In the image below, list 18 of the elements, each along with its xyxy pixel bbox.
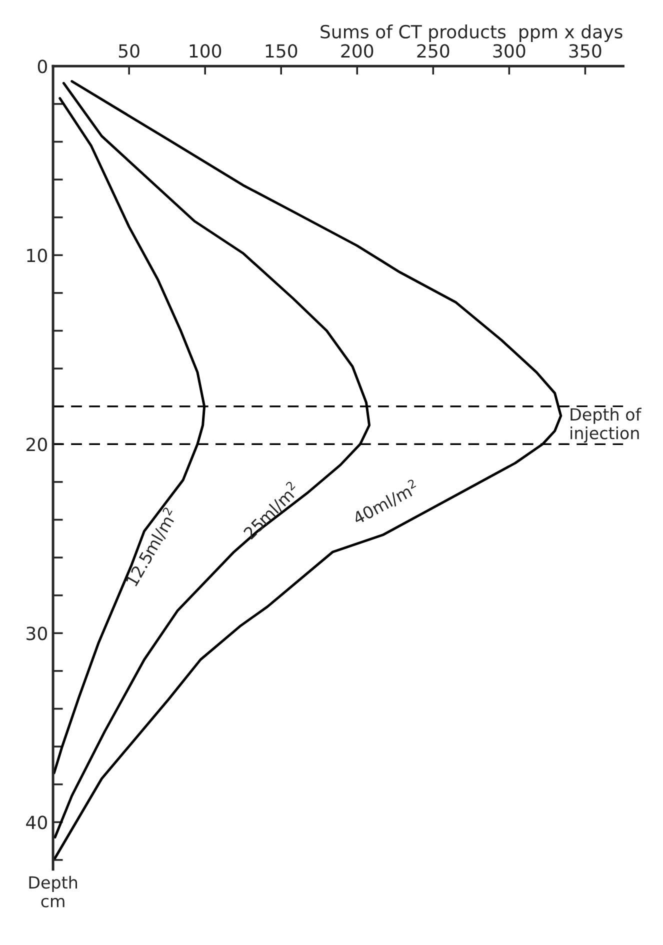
x-tick-label: 350	[569, 44, 602, 58]
x-tick-label: 50	[118, 44, 140, 58]
x-tick-label: 100	[190, 44, 222, 58]
x-tick-label: 150	[266, 44, 298, 58]
y-tick-label: 30	[26, 626, 47, 640]
annotation: Depth of injection	[570, 408, 642, 443]
y-axis-title: Depth cm	[29, 876, 78, 908]
x-tick-label: 300	[493, 44, 526, 58]
x-tick-label: 250	[417, 44, 450, 58]
y-tick-label: 20	[26, 438, 47, 452]
y-tick-label: 0	[38, 60, 47, 74]
annotation: 12.5ml/m$^{2}$	[123, 506, 180, 588]
x-tick-label: 200	[341, 44, 374, 58]
x-axis-title: Sums of CT products ppm x days	[320, 24, 622, 42]
annotation: 25ml/m$^{2}$	[241, 480, 301, 541]
y-tick-label: 10	[27, 248, 47, 262]
y-tick-label: 40	[26, 816, 47, 830]
annotation: 40ml/m$^{2}$	[350, 478, 420, 526]
